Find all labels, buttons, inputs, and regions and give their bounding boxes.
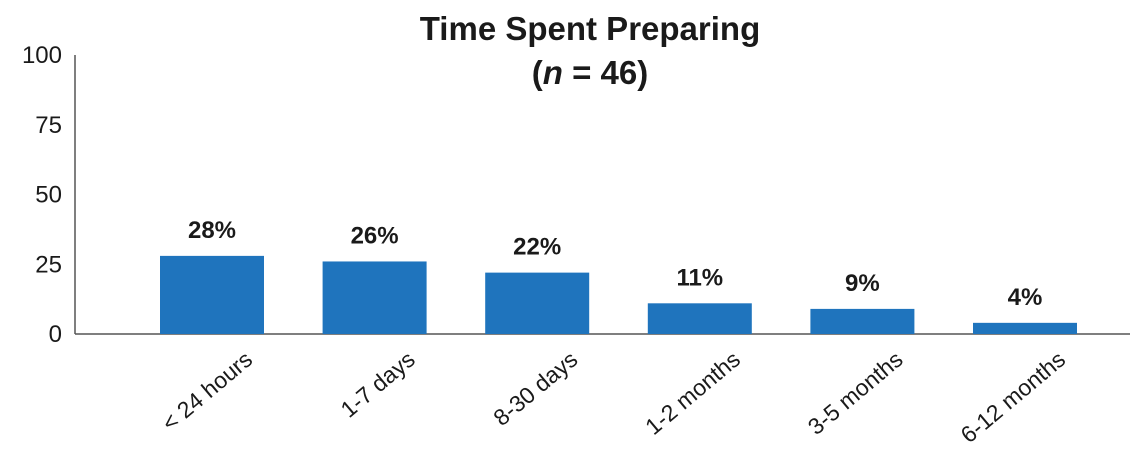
chart-subtitle: (n = 46) (532, 54, 648, 91)
x-tick-label: 1-7 days (336, 346, 420, 423)
bar (973, 322, 1077, 334)
data-label: 22% (513, 234, 561, 261)
bar (647, 303, 752, 334)
bar (485, 272, 590, 334)
y-tick-label: 50 (35, 182, 62, 209)
y-tick-label: 100 (22, 42, 62, 69)
data-label: 4% (1008, 284, 1043, 311)
bar (810, 308, 915, 334)
subtitle-n: n (543, 54, 563, 91)
x-tick-label: < 24 hours (157, 346, 257, 436)
y-tick-label: 0 (49, 321, 62, 348)
bars (160, 255, 1077, 334)
y-axis-ticks: 0 25 50 75 100 (22, 42, 62, 348)
y-tick-label: 75 (35, 112, 62, 139)
x-tick-label: 1-2 months (640, 346, 745, 440)
data-label: 9% (845, 270, 880, 297)
value-labels: 28% 26% 22% 11% 9% 4% (188, 217, 1042, 311)
subtitle-open: ( (532, 54, 543, 91)
subtitle-rest: = 46) (563, 54, 648, 91)
chart-title: Time Spent Preparing (420, 10, 760, 47)
y-tick-label: 25 (35, 251, 62, 278)
bar (160, 255, 264, 334)
x-tick-label: 8-30 days (488, 346, 582, 431)
data-label: 26% (351, 222, 399, 249)
x-tick-label: 3-5 months (803, 346, 908, 440)
data-label: 11% (676, 264, 723, 291)
bar (322, 261, 427, 334)
data-label: 28% (188, 217, 236, 244)
x-axis-labels: < 24 hours 1-7 days 8-30 days 1-2 months 3-5… (157, 346, 1070, 448)
x-tick-label: 6-12 months (956, 346, 1071, 448)
